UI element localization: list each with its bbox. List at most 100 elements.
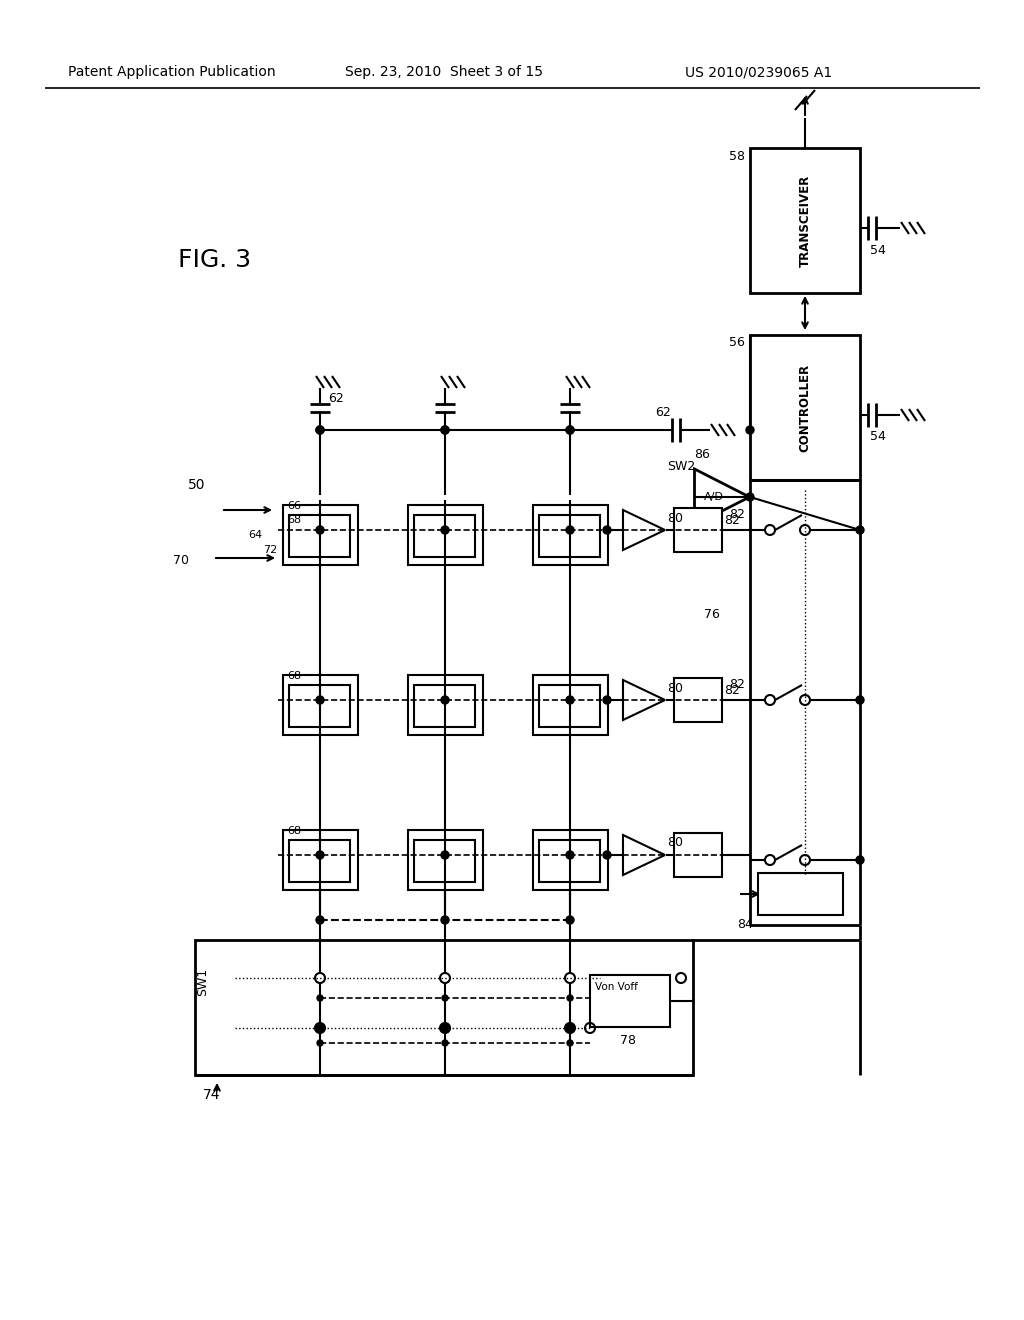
Text: 50: 50 <box>188 478 206 492</box>
Circle shape <box>317 1040 323 1045</box>
Text: Sep. 23, 2010  Sheet 3 of 15: Sep. 23, 2010 Sheet 3 of 15 <box>345 65 543 79</box>
Circle shape <box>566 426 574 434</box>
Bar <box>408 675 483 735</box>
Circle shape <box>566 426 574 434</box>
Text: 66: 66 <box>287 502 301 511</box>
Circle shape <box>566 525 574 535</box>
Circle shape <box>316 1024 324 1032</box>
Text: 54: 54 <box>870 243 886 256</box>
Text: 54: 54 <box>870 430 886 444</box>
Bar <box>539 685 600 727</box>
Circle shape <box>603 851 611 859</box>
Text: 72: 72 <box>263 545 278 554</box>
Bar <box>408 830 483 890</box>
Bar <box>674 833 722 876</box>
Polygon shape <box>623 510 665 550</box>
Circle shape <box>442 1040 449 1045</box>
Circle shape <box>316 525 324 535</box>
Circle shape <box>856 525 864 535</box>
Text: 68: 68 <box>287 826 301 836</box>
Text: 82: 82 <box>724 513 740 527</box>
Circle shape <box>566 916 574 924</box>
Text: 68: 68 <box>287 671 301 681</box>
Bar <box>195 940 693 1074</box>
Polygon shape <box>623 836 665 875</box>
Circle shape <box>441 916 449 924</box>
Circle shape <box>441 696 449 704</box>
Text: 78: 78 <box>620 1035 636 1048</box>
Bar <box>674 508 722 552</box>
Circle shape <box>603 525 611 535</box>
Circle shape <box>442 995 449 1001</box>
Text: FIG. 3: FIG. 3 <box>178 248 251 272</box>
Text: US 2010/0239065 A1: US 2010/0239065 A1 <box>685 65 833 79</box>
Circle shape <box>856 696 864 704</box>
Bar <box>750 335 860 480</box>
Circle shape <box>567 1040 573 1045</box>
Circle shape <box>441 1024 449 1032</box>
Bar <box>283 506 358 565</box>
Circle shape <box>856 855 864 865</box>
Bar <box>674 678 722 722</box>
Circle shape <box>441 426 449 434</box>
Bar <box>408 506 483 565</box>
Bar <box>534 675 608 735</box>
Text: 74: 74 <box>203 1088 220 1102</box>
Text: 82: 82 <box>724 684 740 697</box>
Text: 82: 82 <box>729 678 745 692</box>
Text: Von Voff: Von Voff <box>595 982 638 993</box>
Circle shape <box>746 426 754 434</box>
Text: 80: 80 <box>667 837 683 850</box>
Circle shape <box>603 696 611 704</box>
Circle shape <box>316 426 324 434</box>
Text: 62: 62 <box>655 405 671 418</box>
Bar <box>414 685 475 727</box>
Text: A/D: A/D <box>705 492 724 502</box>
Bar <box>414 515 475 557</box>
Bar <box>758 873 843 915</box>
Text: 56: 56 <box>729 337 745 350</box>
Text: 76: 76 <box>705 609 720 622</box>
Text: SW2: SW2 <box>667 461 695 474</box>
Circle shape <box>441 426 449 434</box>
Circle shape <box>441 851 449 859</box>
Bar <box>534 506 608 565</box>
Circle shape <box>316 696 324 704</box>
Bar <box>289 840 350 882</box>
Circle shape <box>566 696 574 704</box>
Text: 58: 58 <box>729 149 745 162</box>
Text: 86: 86 <box>694 449 710 462</box>
Text: 84: 84 <box>737 919 753 932</box>
Circle shape <box>566 1024 574 1032</box>
Text: SW1: SW1 <box>197 968 210 997</box>
Circle shape <box>316 851 324 859</box>
Text: 82: 82 <box>729 508 745 521</box>
Bar <box>539 515 600 557</box>
Text: 62: 62 <box>328 392 344 404</box>
Bar <box>414 840 475 882</box>
Bar <box>283 675 358 735</box>
Text: 80: 80 <box>667 511 683 524</box>
Text: 68: 68 <box>287 515 301 525</box>
Bar <box>539 840 600 882</box>
Circle shape <box>746 492 754 502</box>
Bar <box>283 830 358 890</box>
Text: TRANSCEIVER: TRANSCEIVER <box>799 174 811 267</box>
Bar <box>534 830 608 890</box>
Text: CONTROLLER: CONTROLLER <box>799 363 811 451</box>
Text: 64: 64 <box>248 531 262 540</box>
Bar <box>289 515 350 557</box>
Circle shape <box>441 525 449 535</box>
Circle shape <box>316 426 324 434</box>
Polygon shape <box>694 469 750 525</box>
Circle shape <box>566 851 574 859</box>
Polygon shape <box>623 680 665 719</box>
Circle shape <box>316 916 324 924</box>
Bar <box>590 975 670 1027</box>
Circle shape <box>567 995 573 1001</box>
Circle shape <box>317 995 323 1001</box>
Text: 70: 70 <box>173 553 189 566</box>
Bar <box>750 148 860 293</box>
Text: 80: 80 <box>667 681 683 694</box>
Bar <box>289 685 350 727</box>
